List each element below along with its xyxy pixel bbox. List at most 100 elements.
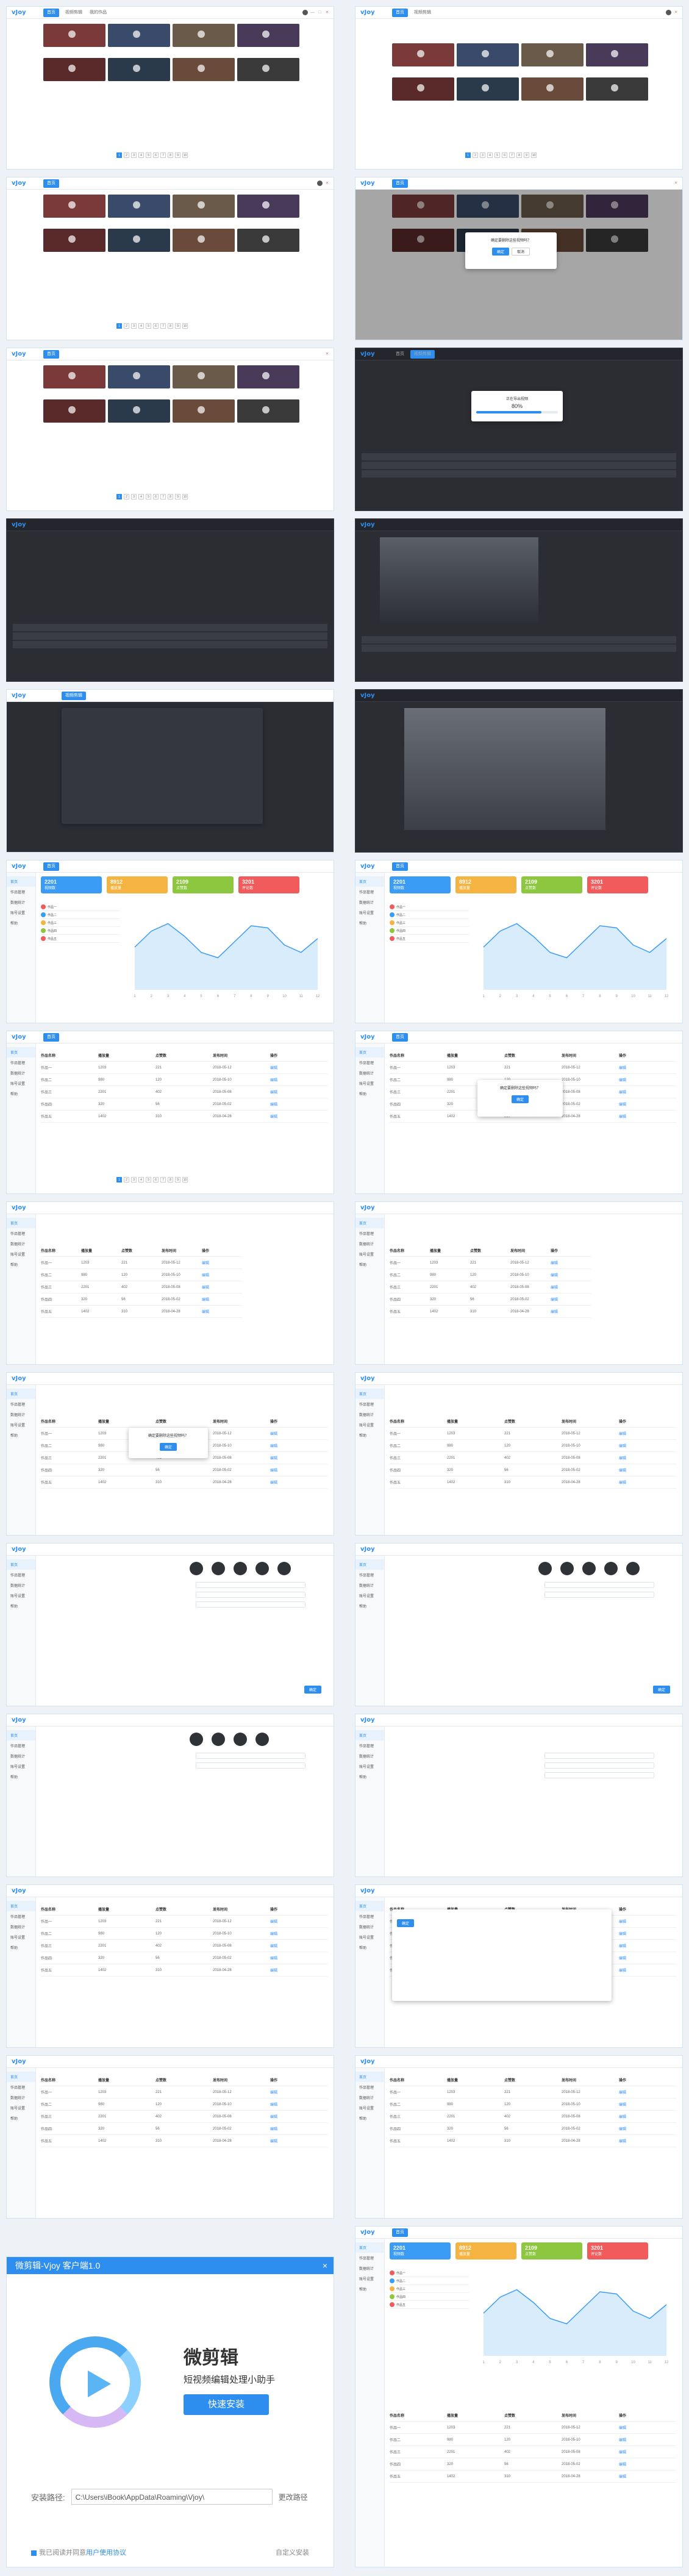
video-card[interactable] — [173, 24, 235, 55]
sidebar-item[interactable]: 帮助 — [10, 1947, 18, 1950]
sidebar-item[interactable]: 数据统计 — [359, 2097, 374, 2100]
page-button[interactable]: 1 — [116, 152, 122, 158]
edit-link[interactable]: 编辑 — [270, 2116, 278, 2119]
sidebar-item[interactable]: 作品管理 — [10, 1233, 26, 1236]
video-thumbnail[interactable] — [457, 195, 519, 218]
quick-install-button[interactable]: 快速安装 — [184, 2394, 269, 2415]
sidebar-item[interactable]: 账号设置 — [10, 2107, 26, 2111]
sidebar-item[interactable]: 数据统计 — [359, 1414, 374, 1417]
play-icon[interactable] — [68, 406, 76, 414]
table-row[interactable]: 作品一 1203 221 2018-05-12 编辑 — [390, 1062, 676, 1074]
video-thumbnail[interactable] — [43, 58, 105, 81]
list-item[interactable]: 作品四 — [390, 927, 469, 935]
sidebar-item[interactable]: 帮助 — [359, 1093, 367, 1097]
tab-edit[interactable]: 视频剪辑 — [414, 10, 431, 15]
list-item[interactable]: 作品四 — [390, 2293, 469, 2301]
table-row[interactable]: 作品一 1203 221 2018-05-12 编辑 — [41, 1916, 327, 1928]
page-button[interactable]: 6 — [153, 152, 159, 158]
video-card[interactable] — [173, 58, 235, 90]
play-icon[interactable] — [262, 406, 270, 414]
edit-link[interactable]: 编辑 — [619, 1457, 627, 1461]
sidebar-item[interactable]: 作品管理 — [359, 1574, 374, 1578]
agreement-link[interactable]: 用户使用协议 — [86, 2549, 126, 2556]
edit-link[interactable]: 编辑 — [202, 1262, 210, 1265]
video-thumbnail[interactable] — [521, 195, 584, 218]
table-row[interactable]: 作品一 1203 221 2018-05-12 编辑 — [41, 1062, 327, 1074]
edit-link[interactable]: 编辑 — [619, 1091, 627, 1095]
play-icon[interactable] — [416, 50, 424, 58]
play-icon[interactable] — [132, 201, 140, 209]
play-icon[interactable] — [68, 372, 76, 380]
sidebar-item[interactable]: 数据统计 — [359, 901, 374, 905]
sidebar-item[interactable]: 作品管理 — [359, 2257, 374, 2261]
change-path-button[interactable]: 更改路径 — [278, 2492, 308, 2502]
video-thumbnail[interactable] — [173, 24, 235, 47]
play-icon[interactable] — [546, 84, 554, 92]
edit-link[interactable]: 编辑 — [270, 1957, 278, 1961]
table-row[interactable]: 作品五 1402 310 2018-04-28 编辑 — [41, 2135, 327, 2147]
edit-link[interactable]: 编辑 — [270, 1433, 278, 1436]
sidebar-item[interactable]: 账号设置 — [359, 2278, 374, 2281]
avatar[interactable] — [666, 10, 671, 15]
page-button[interactable]: 1 — [116, 494, 122, 499]
list-item[interactable]: 作品五 — [41, 935, 120, 943]
sidebar-item[interactable]: 作品管理 — [10, 1745, 26, 1748]
page-button[interactable]: 10 — [182, 152, 188, 158]
sidebar-item[interactable]: 首页 — [7, 1730, 35, 1741]
edit-link[interactable]: 编辑 — [619, 2140, 627, 2144]
edit-link[interactable]: 编辑 — [270, 2140, 278, 2144]
edit-link[interactable]: 编辑 — [619, 2427, 627, 2430]
page-button[interactable]: 3 — [131, 323, 137, 329]
video-card[interactable] — [43, 24, 105, 55]
play-icon[interactable] — [68, 65, 76, 73]
play-icon[interactable] — [262, 201, 270, 209]
play-icon[interactable] — [481, 84, 489, 92]
video-thumbnail[interactable] — [173, 229, 235, 252]
edit-link[interactable]: 编辑 — [619, 1067, 627, 1070]
play-icon[interactable] — [132, 30, 140, 38]
edit-link[interactable]: 编辑 — [619, 1445, 627, 1448]
table-row[interactable]: 作品三 2201 402 2018-05-08 编辑 — [41, 1086, 327, 1098]
page-button[interactable]: 5 — [494, 152, 500, 158]
close-icon[interactable]: × — [326, 10, 329, 15]
sidebar-item[interactable]: 作品管理 — [10, 891, 26, 895]
table-row[interactable]: 作品二 980 120 2018-05-10 编辑 — [41, 1074, 327, 1086]
play-icon[interactable] — [481, 50, 489, 58]
edit-link[interactable]: 编辑 — [270, 1481, 278, 1485]
play-icon[interactable] — [68, 201, 76, 209]
edit-link[interactable]: 编辑 — [270, 1469, 278, 1473]
list-item[interactable]: 作品一 — [390, 2269, 469, 2277]
edit-link[interactable]: 编辑 — [619, 2463, 627, 2467]
page-button[interactable]: 3 — [131, 152, 137, 158]
sidebar-item[interactable]: 账号设置 — [359, 1424, 374, 1428]
table-row[interactable]: 作品三 2201 402 2018-05-08 编辑 — [390, 2111, 676, 2123]
play-icon[interactable] — [610, 50, 618, 58]
close-icon[interactable]: × — [326, 352, 329, 356]
sidebar-item[interactable]: 数据统计 — [359, 2267, 374, 2271]
ok-button[interactable]: 确定 — [159, 1443, 177, 1451]
page-button[interactable]: 4 — [487, 152, 493, 158]
page-button[interactable]: 9 — [524, 152, 529, 158]
sidebar-item[interactable]: 首页 — [7, 2072, 35, 2082]
sidebar-item[interactable]: 帮助 — [359, 1947, 367, 1950]
table-row[interactable]: 作品四 320 56 2018-05-02 编辑 — [41, 1464, 327, 1476]
sidebar-item[interactable]: 首页 — [7, 1901, 35, 1911]
edit-link[interactable]: 编辑 — [619, 2451, 627, 2455]
video-thumbnail[interactable] — [43, 229, 105, 252]
video-thumbnail[interactable] — [43, 195, 105, 218]
tab-home[interactable]: 首页 — [392, 862, 408, 871]
page-button[interactable]: 10 — [531, 152, 537, 158]
edit-link[interactable]: 编辑 — [270, 1920, 278, 1924]
play-icon[interactable] — [68, 30, 76, 38]
ok-button[interactable]: 确定 — [652, 1686, 670, 1694]
video-card[interactable] — [108, 58, 170, 90]
install-path-input[interactable]: C:\Users\iBook\AppData\Roaming\Vjoy\ — [71, 2489, 273, 2505]
sidebar-item[interactable]: 作品管理 — [359, 1233, 374, 1236]
edit-link[interactable]: 编辑 — [551, 1286, 559, 1290]
video-thumbnail[interactable] — [108, 229, 170, 252]
page-button[interactable]: 5 — [146, 494, 151, 499]
edit-link[interactable]: 编辑 — [619, 1920, 627, 1924]
avatar[interactable] — [317, 181, 323, 186]
page-button[interactable]: 9 — [175, 1177, 180, 1182]
sidebar-item[interactable]: 首页 — [355, 1730, 384, 1741]
